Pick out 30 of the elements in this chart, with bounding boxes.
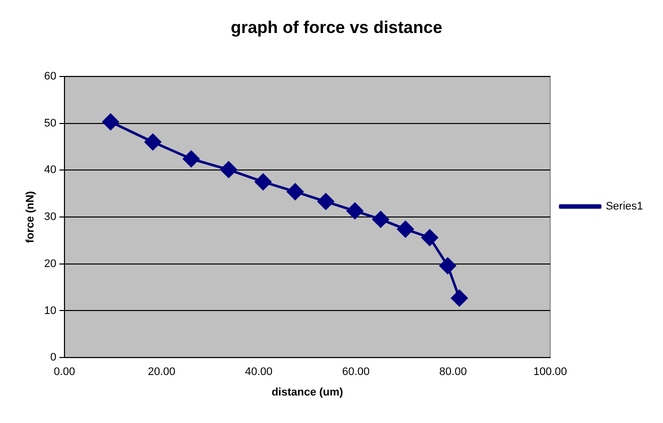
x-tick-label: 80.00: [439, 366, 467, 378]
y-tick-label: 50: [44, 117, 56, 130]
legend-label: Series1: [606, 200, 643, 213]
y-axis-title: force (nN): [24, 190, 37, 243]
y-tick-label: 30: [44, 211, 56, 224]
point: [397, 220, 414, 238]
y-tick-label: 40: [44, 164, 56, 176]
y-tick-label: 20: [44, 258, 56, 270]
point: [439, 257, 456, 274]
point: [451, 290, 468, 306]
x-axis-title: distance (um): [272, 386, 344, 398]
chart-title: graph of force vs distance: [230, 18, 442, 37]
point: [318, 193, 334, 210]
point: [102, 114, 119, 130]
point: [372, 211, 389, 228]
point: [346, 202, 364, 220]
y-tick-label: 10: [44, 304, 56, 317]
point: [144, 134, 162, 150]
point: [220, 161, 237, 178]
x-tick-label: 0.00: [54, 366, 76, 378]
point: [421, 229, 438, 246]
x-tick-label: 20.00: [148, 366, 176, 378]
y-tick-label: 60: [44, 70, 56, 82]
point: [254, 174, 272, 190]
x-tick-label: 60.00: [342, 366, 370, 378]
y-tick-label: 0: [50, 352, 56, 364]
x-tick-label: 40.00: [244, 366, 273, 378]
point: [182, 150, 200, 168]
point: [286, 183, 304, 200]
x-tick-label: 100.00: [533, 366, 568, 378]
